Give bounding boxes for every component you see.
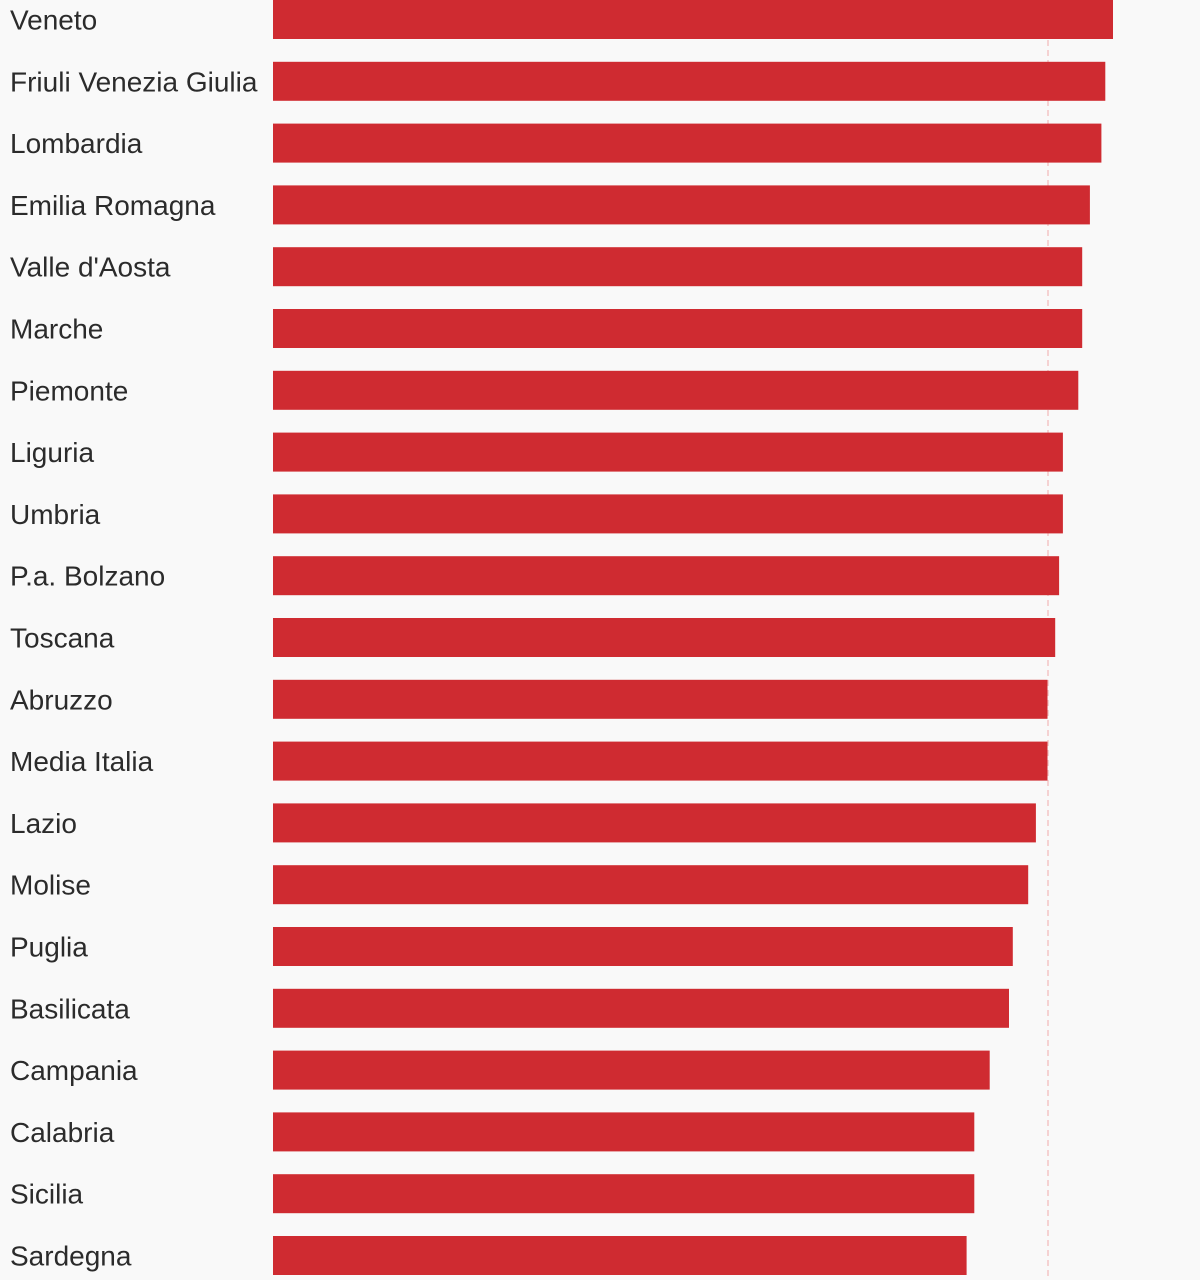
bar-toscana: [273, 618, 1056, 657]
category-label-umbria: Umbria: [10, 499, 101, 530]
category-label-friuli-venezia-giulia: Friuli Venezia Giulia: [10, 66, 258, 97]
bar-molise: [273, 865, 1029, 905]
bar-campania: [273, 1050, 990, 1090]
bar-p-a-bolzano: [273, 556, 1060, 596]
bar-abruzzo: [273, 679, 1048, 719]
category-label-sardegna: Sardegna: [10, 1241, 132, 1272]
category-label-abruzzo: Abruzzo: [10, 684, 113, 715]
bar-emilia-romagna: [273, 185, 1090, 225]
category-label-lazio: Lazio: [10, 808, 77, 839]
category-label-liguria: Liguria: [10, 437, 94, 468]
category-label-calabria: Calabria: [10, 1117, 115, 1148]
bar-lazio: [273, 803, 1036, 843]
bar-lombardia: [273, 123, 1102, 163]
bar-puglia: [273, 927, 1013, 966]
bar-piemonte: [273, 370, 1079, 410]
category-label-lombardia: Lombardia: [10, 128, 143, 159]
category-label-valle-d-aosta: Valle d'Aosta: [10, 252, 171, 283]
category-label-piemonte: Piemonte: [10, 375, 128, 406]
bar-valle-d-aosta: [273, 247, 1083, 287]
category-labels-layer: Veneto Friuli Venezia Giulia Lombardia Emil…: [10, 5, 258, 1272]
category-label-molise: Molise: [10, 870, 91, 901]
bar-calabria: [273, 1112, 975, 1152]
bar-friuli-venezia-giulia: [273, 61, 1106, 101]
category-label-emilia-romagna: Emilia Romagna: [10, 190, 216, 221]
category-label-veneto: Veneto: [10, 5, 97, 36]
bar-sicilia: [273, 1174, 975, 1214]
bar-basilicata: [273, 988, 1009, 1028]
category-label-marche: Marche: [10, 314, 103, 345]
bar-marche: [273, 309, 1083, 348]
category-label-p-a-bolzano: P.a. Bolzano: [10, 561, 165, 592]
bar-veneto: [273, 0, 1113, 39]
bar-liguria: [273, 432, 1063, 472]
category-label-toscana: Toscana: [10, 623, 115, 654]
bar-sardegna: [273, 1236, 967, 1275]
category-label-campania: Campania: [10, 1055, 138, 1086]
bars-layer: [273, 0, 1113, 1275]
category-label-sicilia: Sicilia: [10, 1179, 84, 1210]
bar-umbria: [273, 494, 1063, 534]
bar-media-italia: [273, 741, 1048, 781]
category-label-media-italia: Media Italia: [10, 746, 154, 777]
category-label-basilicata: Basilicata: [10, 993, 130, 1024]
category-label-puglia: Puglia: [10, 932, 88, 963]
